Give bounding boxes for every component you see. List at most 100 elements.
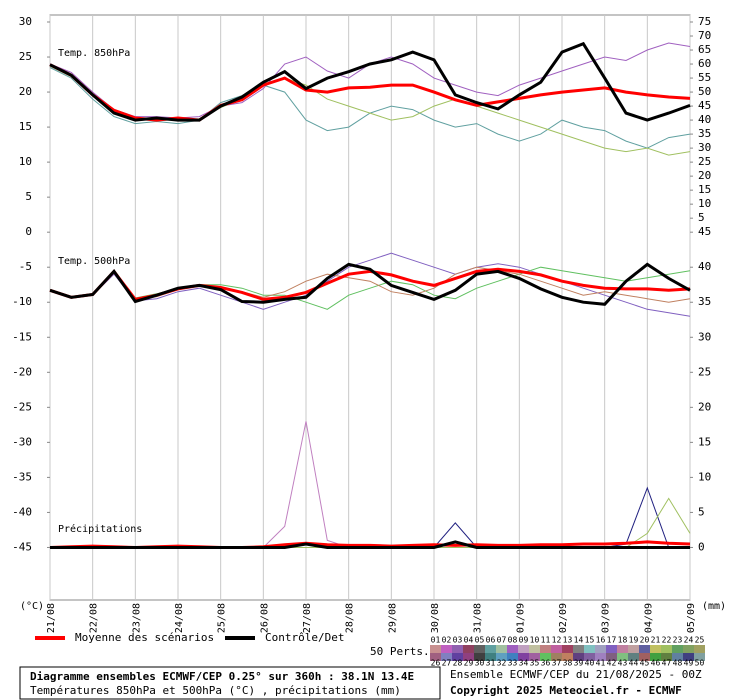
member-label: 14 xyxy=(574,636,584,645)
y2-tick-label: 20 xyxy=(698,169,711,182)
member-swatch xyxy=(452,653,463,661)
member-label: 25 xyxy=(695,636,705,645)
y2-tick-label: 5 xyxy=(698,211,705,224)
member-label: 50 xyxy=(695,659,705,668)
footer-title: Diagramme ensembles ECMWF/CEP 0.25° sur … xyxy=(30,670,414,683)
x-tick-label: 22/08 xyxy=(89,603,100,633)
y-tick-label: 40 xyxy=(698,260,711,273)
member-swatch xyxy=(584,653,595,661)
annotation: Précipitations xyxy=(58,523,142,535)
legend-label: Moyenne des scénarios xyxy=(75,631,214,644)
y2-tick-label: 50 xyxy=(698,85,711,98)
member-label: 22 xyxy=(662,636,672,645)
axis-unit: (°C) xyxy=(20,601,44,612)
x-tick-label: 01/09 xyxy=(515,603,526,633)
y2-tick-label: 15 xyxy=(698,183,711,196)
member-swatch xyxy=(573,645,584,653)
member-swatch xyxy=(562,653,573,661)
member-swatch xyxy=(540,645,551,653)
y-tick-label: -20 xyxy=(12,365,32,378)
y-tick-label: 25 xyxy=(19,50,32,63)
member-label: 23 xyxy=(673,636,683,645)
series-line xyxy=(50,540,690,549)
member-swatch xyxy=(584,645,595,653)
member-swatch xyxy=(683,653,694,661)
footer-run: Ensemble ECMWF/CEP du 21/08/2025 - 00Z xyxy=(450,668,702,681)
member-swatch xyxy=(430,653,441,661)
y2-tick-label: 40 xyxy=(698,113,711,126)
y2-tick-label: 35 xyxy=(698,127,711,140)
member-swatch xyxy=(452,645,463,653)
member-swatch xyxy=(463,653,474,661)
y-tick-label: -45 xyxy=(12,540,32,553)
member-label: 24 xyxy=(684,636,694,645)
y-tick-label: 0 xyxy=(25,225,32,238)
member-swatch xyxy=(573,653,584,661)
member-swatch xyxy=(672,653,683,661)
member-label: 06 xyxy=(486,636,496,645)
member-swatch xyxy=(694,645,705,653)
member-swatch xyxy=(518,653,529,661)
member-label: 42 xyxy=(607,659,617,668)
x-tick-label: 04/09 xyxy=(643,603,654,633)
member-swatch xyxy=(628,645,639,653)
member-label: 40 xyxy=(585,659,595,668)
y-tick-label: 20 xyxy=(19,85,32,98)
member-label: 49 xyxy=(684,659,694,668)
member-swatch xyxy=(474,645,485,653)
member-swatch xyxy=(507,645,518,653)
y-tick-label: 20 xyxy=(698,400,711,413)
member-swatch xyxy=(639,653,650,661)
member-label: 36 xyxy=(541,659,551,668)
member-label: 33 xyxy=(508,659,518,668)
x-tick-label: 24/08 xyxy=(174,603,185,633)
member-swatch xyxy=(694,653,705,661)
member-label: 05 xyxy=(475,636,485,645)
y2-tick-label: 45 xyxy=(698,99,711,112)
member-swatch xyxy=(507,653,518,661)
member-label: 41 xyxy=(596,659,606,668)
y-tick-label: 10 xyxy=(19,155,32,168)
member-swatch xyxy=(650,645,661,653)
y-tick-label: -15 xyxy=(12,330,32,343)
member-label: 15 xyxy=(585,636,595,645)
member-label: 18 xyxy=(618,636,628,645)
member-label: 17 xyxy=(607,636,617,645)
annotation: Temp. 500hPa xyxy=(58,256,130,267)
member-swatch xyxy=(628,653,639,661)
member-label: 28 xyxy=(453,659,463,668)
x-tick-label: 26/08 xyxy=(259,603,270,633)
y2-tick-label: 30 xyxy=(698,141,711,154)
member-label: 29 xyxy=(464,659,474,668)
y-tick-label: 30 xyxy=(698,330,711,343)
member-label: 07 xyxy=(497,636,507,645)
member-label: 02 xyxy=(442,636,452,645)
member-swatch xyxy=(529,653,540,661)
x-tick-label: 23/08 xyxy=(131,603,142,633)
y-tick-label: 15 xyxy=(698,435,711,448)
member-swatch xyxy=(474,653,485,661)
member-swatch xyxy=(430,645,441,653)
member-label: 12 xyxy=(552,636,562,645)
member-label: 20 xyxy=(640,636,650,645)
y-tick-label: 0 xyxy=(698,540,705,553)
y2-tick-label: 75 xyxy=(698,15,711,28)
member-label: 45 xyxy=(640,659,650,668)
y2-tick-label: 60 xyxy=(698,57,711,70)
member-swatch xyxy=(551,645,562,653)
y2-tick-label: 25 xyxy=(698,155,711,168)
member-swatch xyxy=(617,645,628,653)
member-label: 46 xyxy=(651,659,661,668)
x-tick-label: 21/08 xyxy=(46,603,57,633)
annotation: Temp. 850hPa xyxy=(58,48,130,59)
member-label: 38 xyxy=(563,659,573,668)
member-swatch xyxy=(463,645,474,653)
member-swatch xyxy=(518,645,529,653)
members-title: 50 Perts. xyxy=(370,645,430,658)
member-label: 10 xyxy=(530,636,540,645)
member-label: 27 xyxy=(442,659,452,668)
member-swatch xyxy=(529,645,540,653)
x-tick-label: 30/08 xyxy=(430,603,441,633)
